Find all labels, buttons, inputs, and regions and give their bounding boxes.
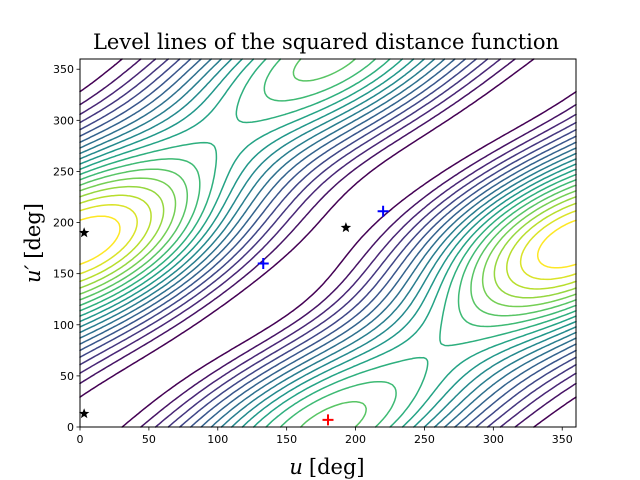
contour-level-15 [79,58,577,428]
x-tick-label: 100 [207,433,228,446]
critical-point-markers [78,205,389,426]
y-axis-ticks: 0 50 100 150 200 250 300 350 [53,63,80,434]
contour-level-20 [79,215,577,269]
y-axis-unit: [deg] [21,203,45,259]
y-tick-label: 350 [53,63,74,76]
plot-frame [79,58,577,428]
x-tick-label: 200 [345,433,366,446]
y-axis-variable: u′ [21,264,45,283]
critical-point-plus-3 [257,257,269,269]
x-axis-unit: [deg] [309,455,365,479]
y-tick-label: 200 [53,217,74,230]
x-axis-variable: u [289,455,303,479]
y-axis-label: u′ [deg] [21,203,45,283]
y-tick-label: 150 [53,268,74,281]
x-tick-label: 350 [552,433,573,446]
contour-level-8 [79,58,577,428]
x-tick-label: 150 [276,433,297,446]
contour-lines [79,58,577,428]
contour-level-3 [79,58,577,428]
contour-level-18 [79,194,577,290]
x-tick-label: 250 [414,433,435,446]
contour-level-2 [79,58,577,428]
y-tick-label: 250 [53,165,74,178]
critical-point-star-1 [78,227,90,238]
contour-level-13 [79,58,577,428]
chart-title: Level lines of the squared distance func… [93,30,559,54]
x-tick-label: 300 [483,433,504,446]
y-tick-label: 300 [53,114,74,127]
x-tick-label: 0 [77,433,84,446]
y-tick-label: 100 [53,319,74,332]
contour-level-17 [79,185,577,299]
x-axis-label: u [deg] [289,455,364,479]
contour-level-16 [79,177,577,308]
x-axis-ticks: 0 50 100 150 200 250 300 350 [77,427,573,446]
critical-point-plus-5 [322,414,334,426]
contour-level-14 [79,58,577,428]
critical-point-plus-4 [377,205,389,217]
y-tick-label: 50 [60,370,74,383]
contour-level-7 [79,58,577,428]
critical-point-star-0 [340,222,352,233]
contour-level-5 [79,58,577,428]
contour-level-19 [79,204,577,281]
critical-point-star-2 [78,408,90,419]
y-tick-label: 0 [67,421,74,434]
x-tick-label: 50 [142,433,156,446]
